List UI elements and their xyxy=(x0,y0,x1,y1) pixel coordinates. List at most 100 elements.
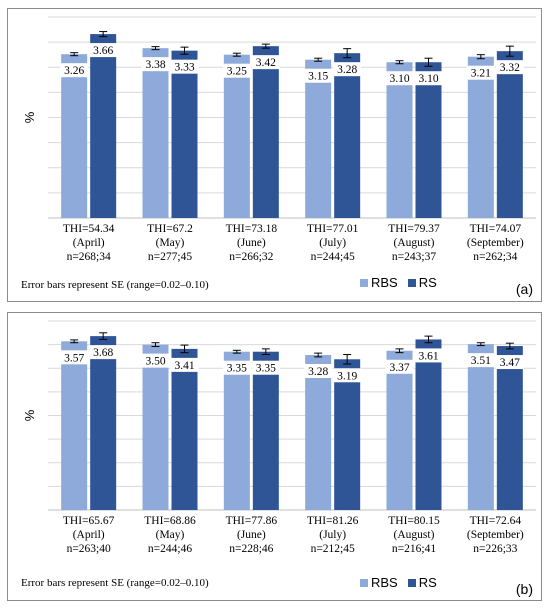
bar-rbs xyxy=(61,54,88,219)
data-label: 3.28 xyxy=(337,64,357,76)
data-label: 3.41 xyxy=(174,360,194,372)
legend-label-rs: RS xyxy=(418,575,437,590)
bar-rbs xyxy=(467,344,494,510)
data-label: 3.51 xyxy=(471,355,491,367)
data-label-bg xyxy=(141,57,170,72)
x-tick-label: n=216;41 xyxy=(392,543,436,555)
x-tick-label: THI=80.15 xyxy=(388,515,440,527)
x-tick-label: (June) xyxy=(237,529,266,541)
bar-rs xyxy=(90,336,117,510)
data-label-bg xyxy=(333,62,362,77)
data-label-bg xyxy=(251,360,280,375)
x-tick-label: (July) xyxy=(319,237,346,249)
data-label: 3.32 xyxy=(500,62,520,74)
bar-rbs xyxy=(305,59,332,219)
data-label: 3.10 xyxy=(389,73,409,85)
error-bar xyxy=(505,45,514,57)
data-label-bg xyxy=(170,357,199,372)
data-label-bg xyxy=(222,63,251,78)
x-tick-label: n=243;37 xyxy=(392,251,436,263)
error-bar xyxy=(70,339,79,344)
x-tick-label: THI=77.86 xyxy=(226,515,278,527)
x-tick-label: THI=81.26 xyxy=(307,515,359,527)
x-tick-label: (May) xyxy=(156,237,185,249)
x-tick-label: THI=72.64 xyxy=(470,515,522,527)
bar-rbs xyxy=(386,350,413,510)
bar-rbs xyxy=(142,48,169,218)
x-tick-label: n=212;45 xyxy=(311,543,355,555)
bar-rs xyxy=(334,359,361,510)
x-tick-label: THI=73.18 xyxy=(226,223,278,235)
data-label: 3.15 xyxy=(308,71,328,83)
bar-rs xyxy=(171,348,198,510)
x-tick-label: (August) xyxy=(394,529,435,541)
data-label-bg xyxy=(495,355,524,370)
bar-chart-a: % 3.26 3.66 THI=54.34 (April) n=268;34 3.38 3.3… xyxy=(22,16,536,263)
bar-rbs xyxy=(223,54,250,218)
bar-rs xyxy=(171,50,198,219)
x-tick-label: n=277;45 xyxy=(148,251,192,263)
x-tick-label: THI=65.67 xyxy=(63,515,115,527)
bar-rs xyxy=(90,34,117,219)
data-label-bg xyxy=(333,368,362,383)
data-label-bg xyxy=(60,63,89,78)
x-tick-label: (September) xyxy=(467,237,524,249)
error-bar xyxy=(343,354,352,365)
x-tick-label: THI=67.2 xyxy=(147,223,193,235)
x-tick-label: (July) xyxy=(319,529,346,541)
x-tick-label: n=244;46 xyxy=(148,543,192,555)
data-label: 3.50 xyxy=(145,356,165,368)
data-label-bg xyxy=(385,359,414,374)
data-label-bg xyxy=(385,71,414,86)
x-tick-label: (May) xyxy=(156,529,185,541)
bar-rs xyxy=(252,351,279,510)
legend-swatch-rs xyxy=(407,278,416,287)
bar-rbs xyxy=(223,351,250,510)
x-tick-label: (June) xyxy=(237,237,266,249)
data-label-bg xyxy=(466,65,495,80)
data-label-bg xyxy=(60,350,89,365)
legend-swatch-rbs xyxy=(360,278,368,287)
error-bar-note-b: Error bars represent SE (range=0.02–0.10… xyxy=(21,577,209,589)
bar-rbs xyxy=(142,344,169,510)
data-label: 3.33 xyxy=(174,62,194,74)
data-label: 3.35 xyxy=(227,363,247,375)
error-bar xyxy=(314,352,323,358)
x-tick-label: n=266;32 xyxy=(229,251,273,263)
bar-rs xyxy=(496,51,523,218)
data-label: 3.37 xyxy=(389,362,409,374)
panel-label-a: (a) xyxy=(515,281,533,297)
data-label: 3.47 xyxy=(500,357,520,369)
data-label: 3.42 xyxy=(256,57,276,69)
bar-rbs xyxy=(61,341,88,510)
legend-swatch-rs xyxy=(407,578,416,587)
data-label: 3.38 xyxy=(145,59,165,71)
x-tick-label: n=268;34 xyxy=(67,251,111,263)
x-tick-label: THI=74.07 xyxy=(470,223,522,235)
error-bar xyxy=(476,342,485,347)
bar-chart-b: % 3.57 3.68 THI=65.67 (April) n=263;40 3.50 3.4… xyxy=(22,320,536,555)
bar-rbs xyxy=(305,355,332,510)
x-tick-label: n=262;34 xyxy=(473,251,517,263)
error-bar xyxy=(395,348,404,354)
error-bar xyxy=(99,31,108,38)
error-bar xyxy=(180,344,189,354)
data-label: 3.28 xyxy=(308,366,328,378)
error-bar xyxy=(395,60,404,65)
legend-b: RBS RS xyxy=(360,575,443,590)
data-label-bg xyxy=(89,345,118,360)
data-label: 3.10 xyxy=(418,73,438,85)
error-bar xyxy=(232,52,241,57)
bar-rs xyxy=(252,46,279,218)
chart-panel-a: % 3.26 3.66 THI=54.34 (April) n=268;34 3.38 3.3… xyxy=(7,8,542,302)
x-tick-label: THI=54.34 xyxy=(63,223,115,235)
x-tick-label: (April) xyxy=(73,529,105,541)
y-axis-label: % xyxy=(22,409,37,421)
data-label-bg xyxy=(222,360,251,375)
error-bar xyxy=(314,57,323,62)
data-label: 3.19 xyxy=(337,370,357,382)
error-bar xyxy=(505,342,514,350)
data-label: 3.57 xyxy=(64,352,84,364)
x-tick-label: (September) xyxy=(467,529,524,541)
data-label-bg xyxy=(170,59,199,74)
